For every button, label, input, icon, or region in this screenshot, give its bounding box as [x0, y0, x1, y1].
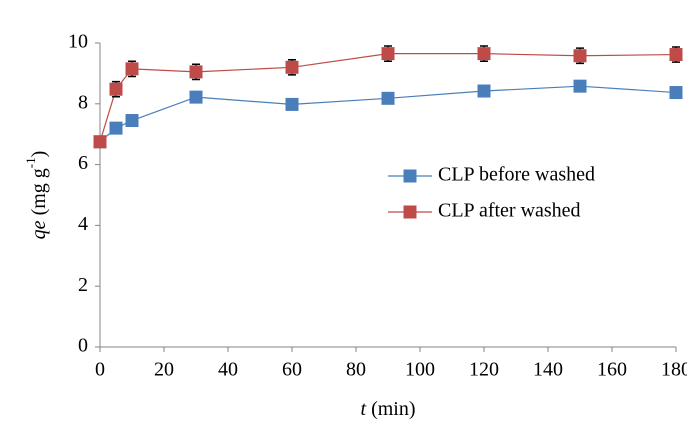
marker — [477, 47, 491, 61]
marker — [109, 121, 123, 135]
y-tick-label: 0 — [78, 335, 88, 357]
x-tick-label: 180 — [661, 359, 687, 381]
x-axis-label: t (min) — [361, 398, 416, 420]
marker — [477, 84, 491, 98]
x-tick-label: 40 — [218, 359, 238, 381]
marker — [285, 60, 299, 74]
y-axis-label: qe (mg g-1) — [23, 151, 49, 240]
x-tick-label: 120 — [469, 359, 499, 381]
marker — [285, 97, 299, 111]
x-tick-label: 140 — [533, 359, 563, 381]
marker — [189, 90, 203, 104]
marker — [573, 79, 587, 93]
y-tick-label: 6 — [78, 152, 88, 174]
marker — [125, 114, 139, 128]
x-tick-label: 60 — [282, 359, 302, 381]
legend-label: CLP after washed — [438, 200, 581, 222]
x-label-unit: (min) — [366, 398, 415, 420]
legend-label: CLP before washed — [438, 164, 595, 186]
marker — [189, 65, 203, 79]
marker — [573, 49, 587, 63]
y-tick-label: 2 — [78, 274, 88, 296]
x-tick-label: 100 — [405, 359, 435, 381]
x-tick-label: 80 — [346, 359, 366, 381]
marker — [669, 86, 683, 100]
x-tick-label: 20 — [154, 359, 174, 381]
y-tick-label: 8 — [78, 91, 88, 113]
y-label-sup: -1 — [23, 157, 38, 168]
marker — [109, 82, 123, 96]
y-label-unit: (mg g — [28, 168, 50, 220]
marker — [669, 48, 683, 62]
marker — [93, 135, 107, 149]
legend-marker — [403, 169, 417, 183]
marker — [381, 47, 395, 61]
y-label-end: ) — [28, 151, 50, 158]
x-tick-label: 0 — [95, 359, 105, 381]
legend-marker — [403, 205, 417, 219]
y-tick-label: 10 — [68, 31, 88, 53]
marker — [125, 62, 139, 76]
marker — [381, 91, 395, 105]
x-tick-label: 160 — [597, 359, 627, 381]
x-label-var: t — [361, 398, 367, 420]
y-tick-label: 4 — [78, 213, 88, 235]
y-label-var: qe — [28, 220, 50, 239]
